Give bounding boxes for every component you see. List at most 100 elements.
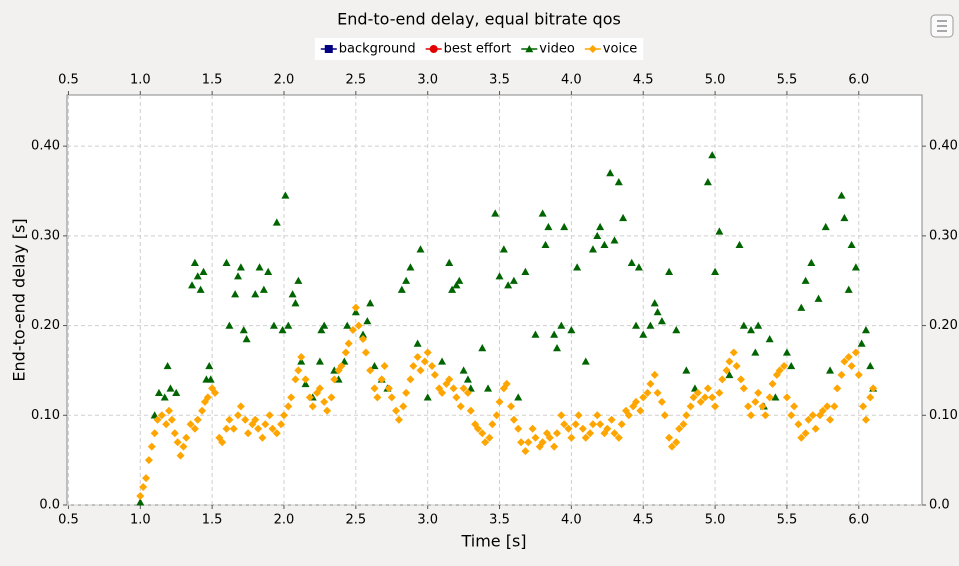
point bbox=[729, 348, 738, 357]
point bbox=[239, 326, 248, 334]
point bbox=[281, 191, 290, 199]
legend-item: best effort bbox=[425, 42, 511, 57]
point bbox=[176, 451, 185, 460]
legend-marker bbox=[525, 45, 534, 53]
point bbox=[278, 326, 287, 334]
point bbox=[754, 388, 763, 397]
point bbox=[179, 442, 188, 451]
point bbox=[682, 366, 691, 374]
point bbox=[545, 433, 554, 442]
point bbox=[488, 420, 497, 429]
point bbox=[456, 402, 465, 411]
point bbox=[787, 411, 796, 420]
point bbox=[452, 281, 461, 289]
legend-label: voice bbox=[603, 42, 637, 57]
point bbox=[167, 415, 176, 424]
point bbox=[244, 429, 253, 438]
point bbox=[866, 361, 875, 370]
point bbox=[366, 366, 375, 375]
point bbox=[343, 321, 352, 329]
point bbox=[452, 393, 461, 402]
x-tick-label: 5.5 bbox=[777, 513, 798, 528]
point bbox=[866, 393, 875, 402]
point bbox=[234, 272, 242, 280]
point bbox=[603, 424, 612, 433]
y-tick-label: 0.0 bbox=[39, 498, 60, 513]
x-tick-label: 2.5 bbox=[345, 513, 366, 528]
point bbox=[198, 406, 207, 415]
point bbox=[459, 366, 468, 374]
point bbox=[578, 424, 587, 433]
point bbox=[606, 169, 615, 177]
point bbox=[170, 429, 179, 438]
point bbox=[531, 330, 540, 338]
point bbox=[206, 375, 215, 383]
point bbox=[264, 267, 273, 275]
point bbox=[330, 375, 339, 384]
point bbox=[384, 384, 393, 393]
point bbox=[722, 366, 731, 375]
point bbox=[672, 438, 681, 447]
point bbox=[297, 357, 306, 365]
point bbox=[650, 299, 659, 307]
point bbox=[320, 321, 329, 329]
x-tick-label: 3.0 bbox=[417, 513, 438, 528]
point bbox=[236, 263, 245, 271]
x-tick-label-top: 5.5 bbox=[777, 73, 798, 88]
point bbox=[660, 411, 669, 420]
point bbox=[735, 240, 744, 249]
point bbox=[242, 335, 251, 343]
point bbox=[718, 375, 727, 384]
point bbox=[804, 415, 813, 424]
legend-item: voice bbox=[584, 42, 637, 57]
point bbox=[747, 326, 755, 334]
point bbox=[499, 245, 508, 253]
point bbox=[144, 456, 153, 465]
point bbox=[153, 415, 162, 424]
legend-item: video bbox=[521, 42, 575, 57]
point bbox=[696, 397, 705, 406]
point bbox=[261, 420, 270, 429]
y-tick-label-right: 0.40 bbox=[929, 139, 958, 154]
point bbox=[165, 406, 174, 415]
point bbox=[268, 424, 277, 433]
point bbox=[492, 411, 501, 420]
point bbox=[284, 402, 293, 411]
point bbox=[553, 343, 562, 352]
point bbox=[553, 429, 562, 438]
point bbox=[514, 424, 523, 433]
point bbox=[581, 433, 590, 442]
point bbox=[544, 222, 553, 231]
point bbox=[617, 420, 626, 429]
point bbox=[571, 420, 580, 429]
point bbox=[596, 222, 605, 231]
point bbox=[703, 178, 712, 186]
point bbox=[857, 339, 866, 347]
y-tick-label: 0.40 bbox=[31, 139, 60, 154]
point bbox=[689, 393, 698, 402]
point bbox=[847, 361, 856, 370]
point bbox=[448, 285, 457, 293]
x-tick-label-top: 2.5 bbox=[345, 73, 366, 88]
point bbox=[173, 438, 182, 447]
point bbox=[861, 415, 870, 424]
point bbox=[600, 240, 609, 249]
point bbox=[351, 308, 360, 316]
point bbox=[541, 240, 550, 249]
x-tick-label-top: 3.5 bbox=[489, 73, 510, 88]
point bbox=[837, 191, 846, 199]
point bbox=[701, 393, 710, 402]
x-tick-label: 4.0 bbox=[561, 513, 582, 528]
x-tick-label: 3.5 bbox=[489, 513, 510, 528]
point bbox=[517, 438, 526, 447]
point bbox=[557, 321, 566, 329]
legend-marker bbox=[429, 45, 438, 53]
point bbox=[610, 236, 619, 244]
menu-button[interactable] bbox=[930, 14, 954, 38]
legend-box bbox=[314, 38, 644, 60]
point bbox=[573, 263, 582, 271]
marks bbox=[136, 151, 878, 506]
point bbox=[399, 402, 408, 411]
point bbox=[222, 424, 231, 433]
point bbox=[703, 384, 712, 393]
